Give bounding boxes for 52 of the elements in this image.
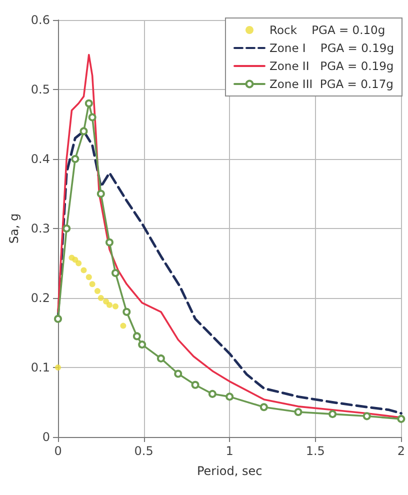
point xyxy=(226,392,234,401)
point xyxy=(80,127,88,136)
point xyxy=(294,408,302,416)
point xyxy=(71,155,80,163)
y-tick-label: 0.6 xyxy=(30,13,50,27)
point xyxy=(62,224,71,232)
x-tick-label: 1 xyxy=(226,444,234,458)
y-tick-label: 0 xyxy=(42,430,50,444)
point xyxy=(80,267,87,274)
point xyxy=(111,268,120,277)
point xyxy=(120,322,126,329)
point xyxy=(89,281,96,288)
point xyxy=(174,370,182,378)
point xyxy=(55,364,61,370)
point xyxy=(260,403,268,412)
legend-label: Rock PGA = 0.10g xyxy=(269,23,386,37)
point xyxy=(72,256,78,263)
point xyxy=(105,238,114,246)
point xyxy=(156,354,165,362)
point xyxy=(76,260,82,266)
legend-label: Zone II PGA = 0.19g xyxy=(269,59,394,73)
y-tick-label: 0.4 xyxy=(30,152,50,166)
point xyxy=(88,113,96,122)
point xyxy=(362,412,371,420)
point xyxy=(397,414,406,423)
point xyxy=(191,380,200,389)
point xyxy=(103,298,110,304)
point xyxy=(98,295,104,301)
y-tick-label: 0.5 xyxy=(30,82,50,96)
y-tick-label: 0.3 xyxy=(30,222,50,236)
point xyxy=(122,308,131,316)
point xyxy=(112,303,118,310)
x-tick-label: 2 xyxy=(397,444,406,458)
x-tick-label: 0 xyxy=(54,444,62,458)
point xyxy=(208,390,216,398)
point xyxy=(86,274,92,280)
x-axis-title: Period, sec xyxy=(196,464,262,478)
y-tick-label: 0.2 xyxy=(30,291,50,305)
legend-label: Zone III PGA = 0.17g xyxy=(269,77,394,91)
point xyxy=(96,190,105,198)
point xyxy=(138,340,146,349)
legend-label: Zone I PGA = 0.19g xyxy=(269,41,394,55)
point xyxy=(84,99,93,108)
x-tick-label: 1.5 xyxy=(306,444,325,458)
x-tick-label: 0.5 xyxy=(134,444,154,458)
y-tick-label: 0.1 xyxy=(30,360,50,374)
point xyxy=(132,332,141,340)
point xyxy=(94,288,100,294)
point xyxy=(106,302,112,308)
point xyxy=(328,410,337,418)
y-axis-title: Sa, g xyxy=(7,213,21,244)
point xyxy=(54,314,62,323)
